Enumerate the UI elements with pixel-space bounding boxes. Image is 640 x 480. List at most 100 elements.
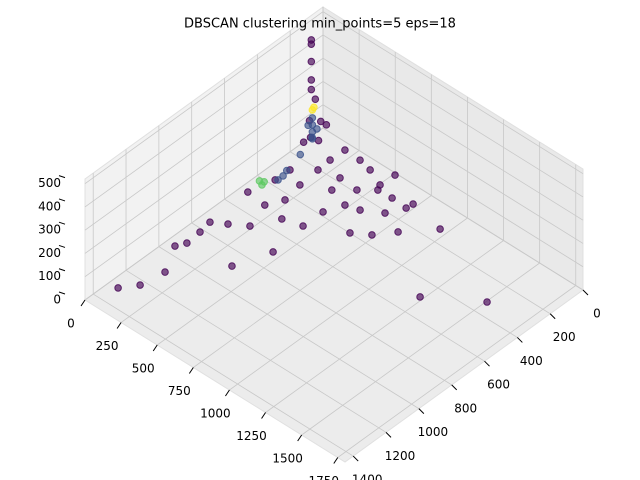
point <box>296 181 304 189</box>
tick-mark <box>549 313 556 320</box>
x-tick-label: 1000 <box>200 407 231 421</box>
point <box>394 228 402 236</box>
x-tick-label: 0 <box>67 317 75 331</box>
y-tick-label: 1400 <box>352 473 383 480</box>
grid-line <box>322 34 584 198</box>
point <box>307 40 316 48</box>
point <box>313 125 321 133</box>
grid-line <box>158 246 420 409</box>
x-tick-label: 250 <box>96 339 119 353</box>
tick-mark <box>152 344 158 352</box>
grid-line <box>257 175 518 338</box>
point <box>228 262 236 270</box>
point <box>436 225 444 233</box>
grid-line <box>322 57 584 221</box>
point <box>346 229 354 237</box>
point <box>381 209 389 217</box>
point <box>409 200 417 208</box>
grid-line <box>193 195 432 368</box>
z-tick-label: 200 <box>38 246 61 260</box>
tick-mark <box>58 291 66 295</box>
point <box>319 208 327 216</box>
point <box>282 166 291 175</box>
y-tick-label: 800 <box>454 401 477 415</box>
point <box>304 121 312 130</box>
point <box>183 239 191 247</box>
point <box>246 222 254 230</box>
grid-line <box>322 104 584 268</box>
tick-mark <box>484 360 490 367</box>
grid-line <box>289 151 551 315</box>
grid-line <box>224 198 485 362</box>
point <box>314 136 323 145</box>
point <box>307 57 316 66</box>
point <box>279 172 287 180</box>
points <box>114 36 491 306</box>
y-tick-label: 200 <box>553 330 576 344</box>
point <box>326 156 334 164</box>
point <box>278 215 286 223</box>
x-tick-label: 500 <box>132 362 155 376</box>
point <box>402 204 410 212</box>
point <box>255 177 264 185</box>
point <box>388 194 396 202</box>
grid-line <box>84 81 324 254</box>
z-tick-label: 500 <box>38 176 61 190</box>
x-tick-label: 1250 <box>236 429 267 443</box>
point <box>391 171 399 179</box>
point <box>310 103 318 112</box>
tick-mark <box>582 289 589 296</box>
grid-line <box>265 240 504 413</box>
tick-mark <box>58 268 66 272</box>
y-tick-label: 1000 <box>418 425 449 439</box>
tick-mark <box>58 221 66 225</box>
x-tick-label: 1750 <box>309 474 340 480</box>
point <box>353 186 361 194</box>
point <box>224 220 232 228</box>
tick-mark <box>225 389 230 397</box>
tick-mark <box>297 434 303 442</box>
grid-line <box>84 127 324 301</box>
grid-line <box>84 104 324 278</box>
grid-line <box>301 262 540 436</box>
point <box>366 166 374 174</box>
tick-mark <box>418 408 425 414</box>
tick-mark <box>333 457 339 464</box>
point <box>316 117 325 126</box>
point <box>322 121 331 129</box>
tick-mark <box>516 337 523 343</box>
point <box>341 201 349 209</box>
grid-line <box>322 81 584 244</box>
y-tick-label: 1200 <box>385 449 416 463</box>
tick-mark <box>188 367 194 374</box>
point <box>308 114 317 122</box>
tick-mark <box>58 244 66 248</box>
point <box>296 150 305 159</box>
grid-line <box>337 285 577 458</box>
grid-line <box>92 293 354 457</box>
z-tick-label: 0 <box>53 293 61 307</box>
point <box>356 206 364 214</box>
grid-line <box>120 150 360 323</box>
point <box>483 298 491 306</box>
point <box>307 76 316 84</box>
panes <box>84 6 584 463</box>
tick-mark <box>58 175 66 179</box>
grid-line <box>84 57 324 231</box>
grid-line <box>84 11 324 184</box>
point <box>311 95 320 104</box>
x-tick-label: 750 <box>168 384 191 398</box>
axes: 0250500750100012501500175002004006008001… <box>38 175 601 480</box>
y-tick-label: 0 <box>593 307 601 321</box>
tick-mark <box>58 198 66 202</box>
point <box>336 174 344 182</box>
point <box>376 181 384 189</box>
point <box>244 188 252 196</box>
point <box>416 293 424 301</box>
point <box>136 281 144 289</box>
grid-line <box>125 270 387 433</box>
grid-line <box>322 11 584 174</box>
point <box>281 196 289 204</box>
